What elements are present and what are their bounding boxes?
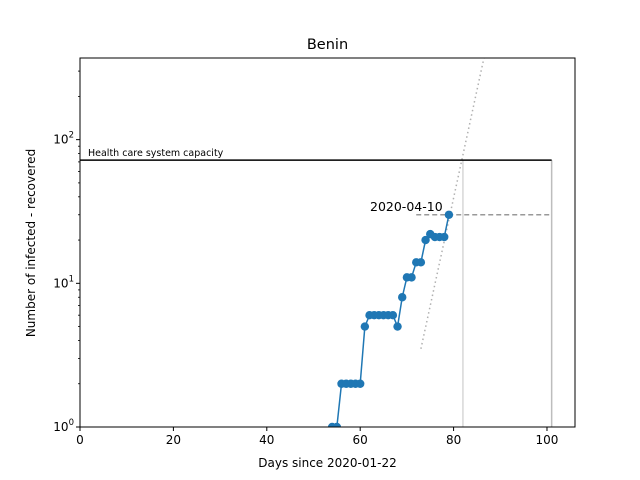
current-date-label: 2020-04-10 [370,199,443,214]
plot-inner [80,58,553,427]
chart-title: Benin [307,37,348,53]
data-point [421,235,430,245]
data-point [416,258,426,267]
y-tick-label: 102 [53,131,74,147]
x-tick-label: 0 [76,433,84,447]
y-axis-label: Number of infected - recovered [24,149,38,337]
x-tick-label: 20 [166,433,181,447]
data-point [398,293,407,302]
data-point [360,322,370,331]
data-point [407,273,416,282]
data-point [444,210,454,219]
capacity-label: Health care system capacity [88,148,224,159]
y-tick-label: 101 [53,274,74,290]
x-tick-label: 100 [536,433,559,447]
plot-frame [79,57,576,428]
x-tick-label: 80 [446,433,461,447]
projection-line [420,58,485,349]
y-tick-label: 100 [53,418,74,434]
plot-area: 0 20 40 60 80 100 100 101 102 [53,57,576,447]
data-point [332,422,342,427]
x-axis-label: Days since 2020-01-22 [258,456,397,470]
x-tick-label: 60 [353,433,368,447]
data-point [393,322,402,331]
series-line [332,214,450,427]
data-point [440,232,449,242]
data-point [355,379,365,388]
x-tick-label: 40 [259,433,274,447]
data-point [388,310,398,320]
